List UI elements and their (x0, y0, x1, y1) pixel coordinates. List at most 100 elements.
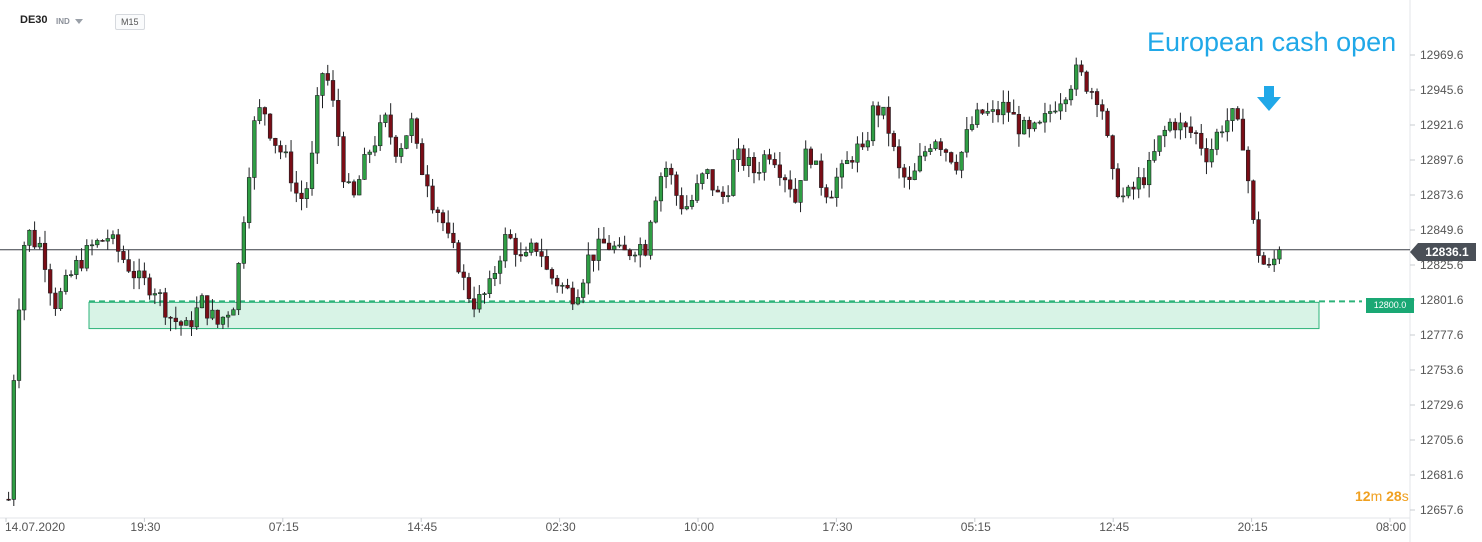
candle-body (555, 277, 560, 287)
candle-body (850, 160, 855, 163)
y-tick-label: 12849.6 (1420, 223, 1464, 237)
candle-body (1131, 186, 1136, 190)
candle-body (257, 107, 262, 121)
candle-body (1261, 255, 1266, 265)
candle-body (1141, 177, 1147, 186)
candle-body (48, 269, 53, 294)
y-tick-label: 12753.6 (1420, 363, 1464, 377)
candle-body (1147, 159, 1152, 186)
x-tick-label: 08:00 (1376, 520, 1406, 534)
candle-body (1079, 64, 1084, 73)
candle-body (477, 294, 482, 310)
candle-body (741, 148, 746, 166)
candle-body (1016, 113, 1022, 135)
y-tick-label: 12921.6 (1420, 118, 1464, 132)
candle-body (194, 307, 199, 328)
annotation-text: European cash open (1147, 27, 1397, 57)
candle-body (601, 238, 606, 244)
candle-body (1193, 132, 1199, 134)
candle-body (100, 240, 105, 242)
candle-body (288, 151, 294, 184)
candle-body (669, 167, 674, 176)
candle-body (372, 145, 378, 153)
candle-body (357, 179, 362, 196)
candle-body (388, 114, 393, 138)
candle-body (1126, 186, 1131, 197)
candle-body (985, 111, 990, 114)
x-tick-label: 19:30 (130, 520, 160, 534)
candle-body (178, 321, 184, 326)
candle-body (715, 189, 720, 193)
candle-body (720, 191, 726, 197)
candle-body (1183, 122, 1188, 128)
candle-body (886, 106, 891, 134)
candle-body (1256, 219, 1261, 256)
candle-body (881, 106, 886, 116)
candle-body (674, 174, 679, 196)
candle-body (622, 244, 627, 251)
candle-body (1058, 103, 1063, 112)
support-level-badge[interactable]: 12800.0 (1366, 298, 1414, 313)
candle-body (199, 295, 205, 309)
candle-body (283, 151, 288, 154)
candle-body (53, 292, 58, 309)
candle-body (84, 245, 89, 269)
candle-body (782, 177, 788, 181)
candle-body (1100, 104, 1105, 112)
candle-body (205, 295, 210, 319)
candle-body (834, 176, 839, 198)
candle-body (586, 254, 591, 284)
y-tick-label: 12897.6 (1420, 153, 1464, 167)
candle-body (121, 251, 126, 260)
candle-body (1053, 110, 1058, 113)
candle-body (210, 309, 215, 319)
candle-body (627, 249, 632, 257)
chevron-down-icon[interactable] (75, 19, 83, 24)
candle-body (32, 229, 37, 248)
candle-body (922, 151, 928, 157)
candle-body (731, 159, 736, 196)
candle-body (648, 221, 653, 256)
candle-body (1021, 119, 1027, 135)
candle-body (1167, 121, 1173, 131)
candle-body (95, 240, 100, 246)
candle-body (1136, 177, 1141, 190)
candle-body (1094, 91, 1100, 105)
candle-body (508, 234, 513, 239)
candle-body (27, 229, 32, 246)
candle-body (42, 242, 48, 270)
candle-body (860, 143, 865, 148)
candle-body (1084, 71, 1089, 92)
candle-body (539, 251, 544, 257)
candle-body (870, 105, 876, 142)
candle-body (446, 222, 451, 234)
candle-body (1011, 112, 1016, 115)
candle-body (131, 270, 137, 279)
x-tick-label: 05:15 (961, 520, 991, 534)
candle-body (173, 317, 178, 322)
candle-body (320, 73, 325, 96)
support-zone[interactable] (88, 301, 1320, 330)
timeframe-button[interactable]: M15 (115, 14, 145, 30)
symbol-label[interactable]: DE30 (20, 14, 48, 26)
candle-body (68, 274, 74, 276)
candle-body (829, 196, 834, 199)
x-tick-label: 02:30 (546, 520, 576, 534)
candle-body (278, 145, 283, 153)
candle-body (503, 234, 508, 262)
candle-body (710, 169, 715, 191)
candle-body (451, 232, 456, 244)
candle-body (518, 254, 523, 257)
candle-body (1157, 135, 1162, 152)
down-arrow-icon (1257, 86, 1281, 111)
candle-body (534, 242, 539, 252)
candle-body (116, 234, 121, 252)
y-tick-label: 12729.6 (1420, 398, 1464, 412)
candle-body (267, 113, 273, 139)
candle-body (653, 200, 658, 223)
countdown-minutes: 12 (1355, 488, 1371, 504)
candle-body (456, 242, 461, 273)
candle-body (105, 238, 110, 242)
candle-body (1152, 151, 1157, 161)
